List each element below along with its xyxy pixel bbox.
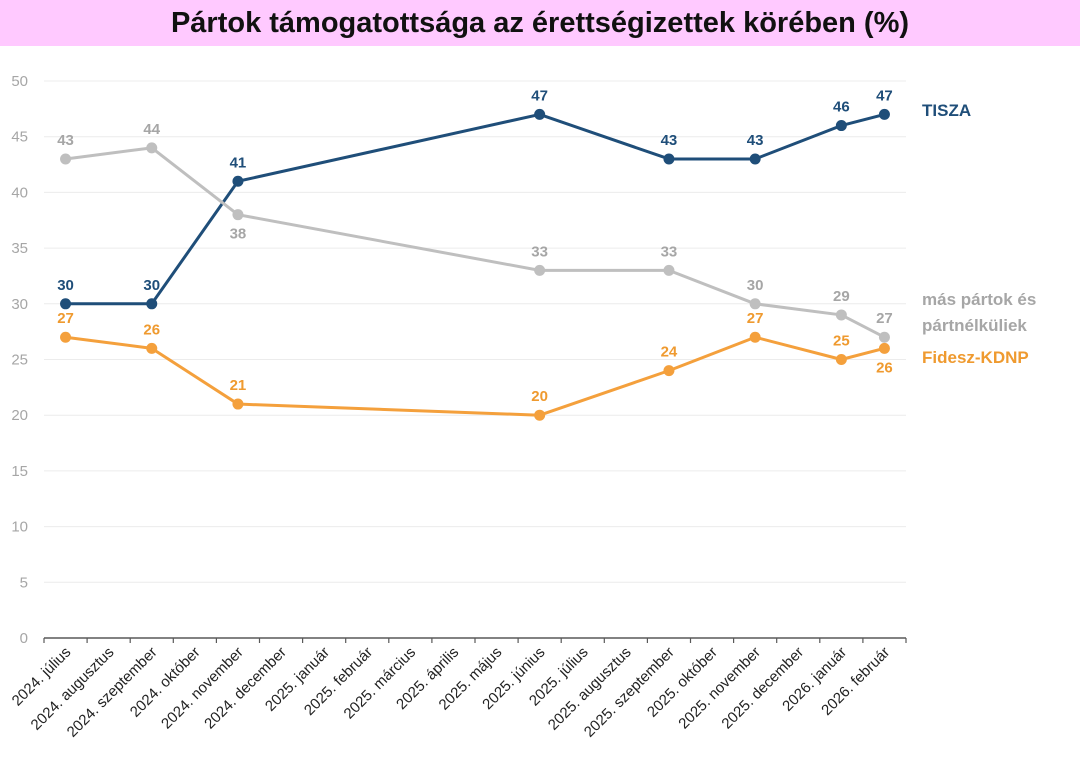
data-label: 43 bbox=[57, 132, 74, 149]
data-label: 25 bbox=[833, 333, 850, 350]
data-point bbox=[534, 409, 546, 421]
data-point bbox=[146, 298, 158, 310]
legend-others-line2: pártnélküliek bbox=[922, 316, 1027, 335]
data-label: 43 bbox=[661, 132, 678, 149]
data-label: 27 bbox=[747, 310, 764, 327]
data-label: 41 bbox=[230, 154, 247, 171]
data-point bbox=[146, 142, 158, 154]
data-label: 30 bbox=[143, 277, 160, 294]
data-label: 27 bbox=[876, 310, 893, 327]
data-label: 29 bbox=[833, 288, 850, 305]
data-point bbox=[60, 331, 72, 343]
legend-fidesz: Fidesz-KDNP bbox=[922, 348, 1029, 367]
data-label: 30 bbox=[57, 277, 74, 294]
data-label: 30 bbox=[747, 277, 764, 294]
legend-others-line1: más pártok és bbox=[922, 290, 1036, 309]
data-label: 38 bbox=[230, 226, 247, 243]
data-label: 26 bbox=[876, 359, 893, 376]
data-point bbox=[663, 365, 675, 377]
series-line-1 bbox=[65, 146, 886, 339]
data-point bbox=[878, 331, 890, 343]
y-tick-label: 35 bbox=[11, 240, 28, 257]
data-point bbox=[878, 342, 890, 354]
data-label: 33 bbox=[661, 243, 678, 260]
data-point bbox=[60, 298, 72, 310]
data-point bbox=[232, 175, 244, 187]
data-point bbox=[663, 264, 675, 276]
y-tick-label: 10 bbox=[11, 519, 28, 536]
y-tick-label: 15 bbox=[11, 463, 28, 480]
data-label: 46 bbox=[833, 99, 850, 116]
y-tick-label: 5 bbox=[20, 574, 28, 591]
data-label: 44 bbox=[143, 121, 160, 138]
y-tick-label: 50 bbox=[11, 73, 28, 90]
y-tick-label: 30 bbox=[11, 296, 28, 313]
data-point bbox=[232, 398, 244, 410]
data-label: 26 bbox=[143, 321, 160, 338]
data-label: 47 bbox=[876, 87, 893, 104]
data-point bbox=[534, 108, 546, 120]
data-label: 20 bbox=[531, 388, 548, 405]
data-label: 27 bbox=[57, 310, 74, 327]
y-tick-label: 40 bbox=[11, 184, 28, 201]
series-line-2 bbox=[65, 335, 885, 417]
series-line-0 bbox=[65, 112, 885, 306]
data-point bbox=[663, 153, 675, 165]
data-point bbox=[749, 153, 761, 165]
data-point bbox=[835, 354, 847, 365]
y-tick-label: 25 bbox=[11, 352, 28, 369]
legend-tisza: TISZA bbox=[922, 101, 971, 120]
data-point bbox=[878, 108, 890, 120]
y-tick-label: 20 bbox=[11, 407, 28, 424]
data-point bbox=[534, 264, 546, 276]
data-point bbox=[749, 331, 761, 343]
data-label: 24 bbox=[661, 344, 678, 361]
data-point bbox=[232, 209, 244, 221]
data-point bbox=[835, 309, 847, 321]
data-label: 43 bbox=[747, 132, 764, 149]
y-tick-label: 45 bbox=[11, 129, 28, 146]
data-point bbox=[60, 153, 72, 165]
data-point bbox=[835, 120, 847, 132]
data-point bbox=[749, 298, 761, 310]
chart-title: Pártok támogatottsága az érettségizettek… bbox=[0, 0, 1080, 46]
data-label: 47 bbox=[531, 87, 548, 104]
data-label: 21 bbox=[230, 377, 247, 394]
y-tick-label: 0 bbox=[20, 630, 28, 647]
data-label: 33 bbox=[531, 243, 548, 260]
data-point bbox=[146, 342, 158, 354]
